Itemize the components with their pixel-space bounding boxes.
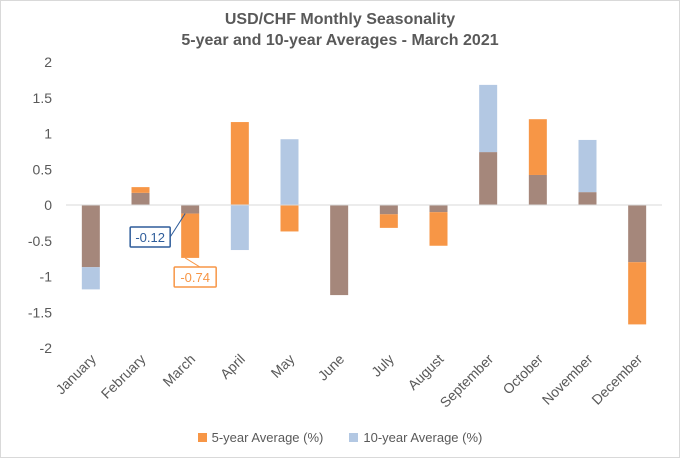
annotation-label: -0.74: [180, 270, 210, 285]
chart-title: USD/CHF Monthly Seasonality: [224, 11, 456, 28]
x-tick-label: September: [437, 351, 497, 411]
bar-overlap: [429, 205, 448, 213]
bar-10-year: [230, 205, 249, 251]
bar-overlap: [578, 192, 597, 205]
x-tick-label: May: [268, 351, 298, 381]
bar-10-year: [578, 139, 597, 193]
y-tick-label: 1: [44, 126, 52, 142]
annotation-leader: [169, 213, 186, 238]
x-tick-label: October: [499, 351, 546, 398]
bar-overlap: [131, 192, 150, 205]
chart-legend: 5-year Average (%) 10-year Average (%): [0, 430, 680, 445]
bar-5-year: [280, 205, 299, 232]
x-tick-label: March: [159, 351, 198, 390]
bar-10-year: [280, 139, 299, 205]
bar-5-year: [628, 262, 647, 325]
bar-5-year: [230, 122, 249, 205]
y-tick-label: -1.5: [28, 304, 52, 320]
x-tick-label: August: [404, 351, 446, 393]
y-tick-label: -2: [40, 340, 53, 356]
x-tick-label: December: [588, 351, 645, 408]
legend-label-10-year: 10-year Average (%): [363, 430, 483, 445]
annotation-label: -0.12: [135, 230, 165, 245]
bar-10-year: [81, 267, 100, 290]
y-tick-label: -1: [40, 269, 53, 285]
x-tick-label: July: [368, 351, 397, 380]
legend-item-5-year: 5-year Average (%): [197, 430, 324, 445]
bar-overlap: [330, 205, 349, 296]
legend-item-10-year: 10-year Average (%): [349, 430, 482, 445]
y-tick-label: 0.5: [33, 161, 53, 177]
annotation-box: [173, 266, 217, 288]
legend-label-5-year: 5-year Average (%): [211, 430, 324, 445]
y-tick-label: 1.5: [33, 90, 53, 106]
y-tick-label: 2: [44, 54, 52, 70]
bar-overlap: [379, 205, 398, 215]
bar-10-year: [479, 84, 498, 153]
bar-overlap: [81, 205, 100, 268]
bar-overlap: [479, 152, 498, 205]
annotation-box: [129, 226, 171, 248]
bar-5-year: [181, 213, 200, 258]
y-tick-label: -0.5: [28, 233, 52, 249]
legend-swatch-10-year: [349, 433, 359, 442]
y-tick-label: 0: [44, 197, 52, 213]
bar-5-year: [429, 212, 448, 246]
x-tick-label: January: [52, 351, 99, 398]
x-tick-label: November: [539, 351, 596, 408]
bar-5-year: [131, 187, 150, 193]
x-tick-label: February: [98, 351, 149, 402]
bar-5-year: [379, 214, 398, 228]
bar-overlap: [628, 205, 647, 263]
x-tick-label: June: [315, 351, 348, 384]
bar-overlap: [528, 174, 547, 205]
legend-swatch-5-year: [197, 433, 207, 442]
x-tick-label: April: [217, 351, 248, 382]
bar-5-year: [528, 119, 547, 175]
bar-overlap: [181, 205, 200, 214]
chart-subtitle: 5-year and 10-year Averages - March 2021: [181, 32, 499, 49]
